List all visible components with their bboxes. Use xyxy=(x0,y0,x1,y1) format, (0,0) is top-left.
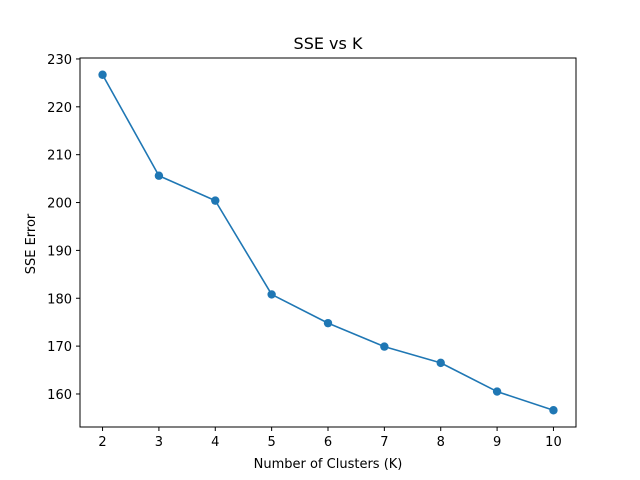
y-tick-label: 180 xyxy=(47,292,72,307)
y-axis-label: SSE Error xyxy=(24,213,39,274)
x-tick-label: 3 xyxy=(155,435,163,450)
data-point xyxy=(380,342,389,351)
y-tick-label: 170 xyxy=(47,340,72,355)
y-tick-label: 200 xyxy=(47,197,72,212)
x-tick-label: 7 xyxy=(380,435,388,450)
x-axis-label: Number of Clusters (K) xyxy=(254,457,403,472)
y-tick-label: 230 xyxy=(47,53,72,68)
x-tick-label: 9 xyxy=(493,435,501,450)
data-point xyxy=(267,290,276,299)
y-tick-label: 210 xyxy=(47,149,72,164)
data-point xyxy=(323,318,333,328)
chart-title: SSE vs K xyxy=(294,34,363,53)
x-axis-ticks: 2 3 4 5 6 7 8 9 10 xyxy=(98,427,562,450)
x-tick-label: 5 xyxy=(267,435,275,450)
x-tick-label: 2 xyxy=(98,435,106,450)
data-point xyxy=(98,70,107,79)
y-tick-label: 160 xyxy=(47,388,72,403)
data-point xyxy=(211,196,220,205)
x-tick-label: 6 xyxy=(324,435,332,450)
x-tick-label: 4 xyxy=(211,435,219,450)
x-tick-label: 10 xyxy=(545,435,562,450)
x-tick-label: 8 xyxy=(437,435,445,450)
data-point xyxy=(549,406,558,415)
data-point xyxy=(436,358,445,368)
data-point xyxy=(154,171,164,180)
y-tick-label: 190 xyxy=(47,244,72,259)
data-point xyxy=(492,387,502,396)
y-axis-ticks: 160 170 180 190 200 210 220 230 xyxy=(47,53,80,403)
y-tick-label: 220 xyxy=(47,101,72,116)
